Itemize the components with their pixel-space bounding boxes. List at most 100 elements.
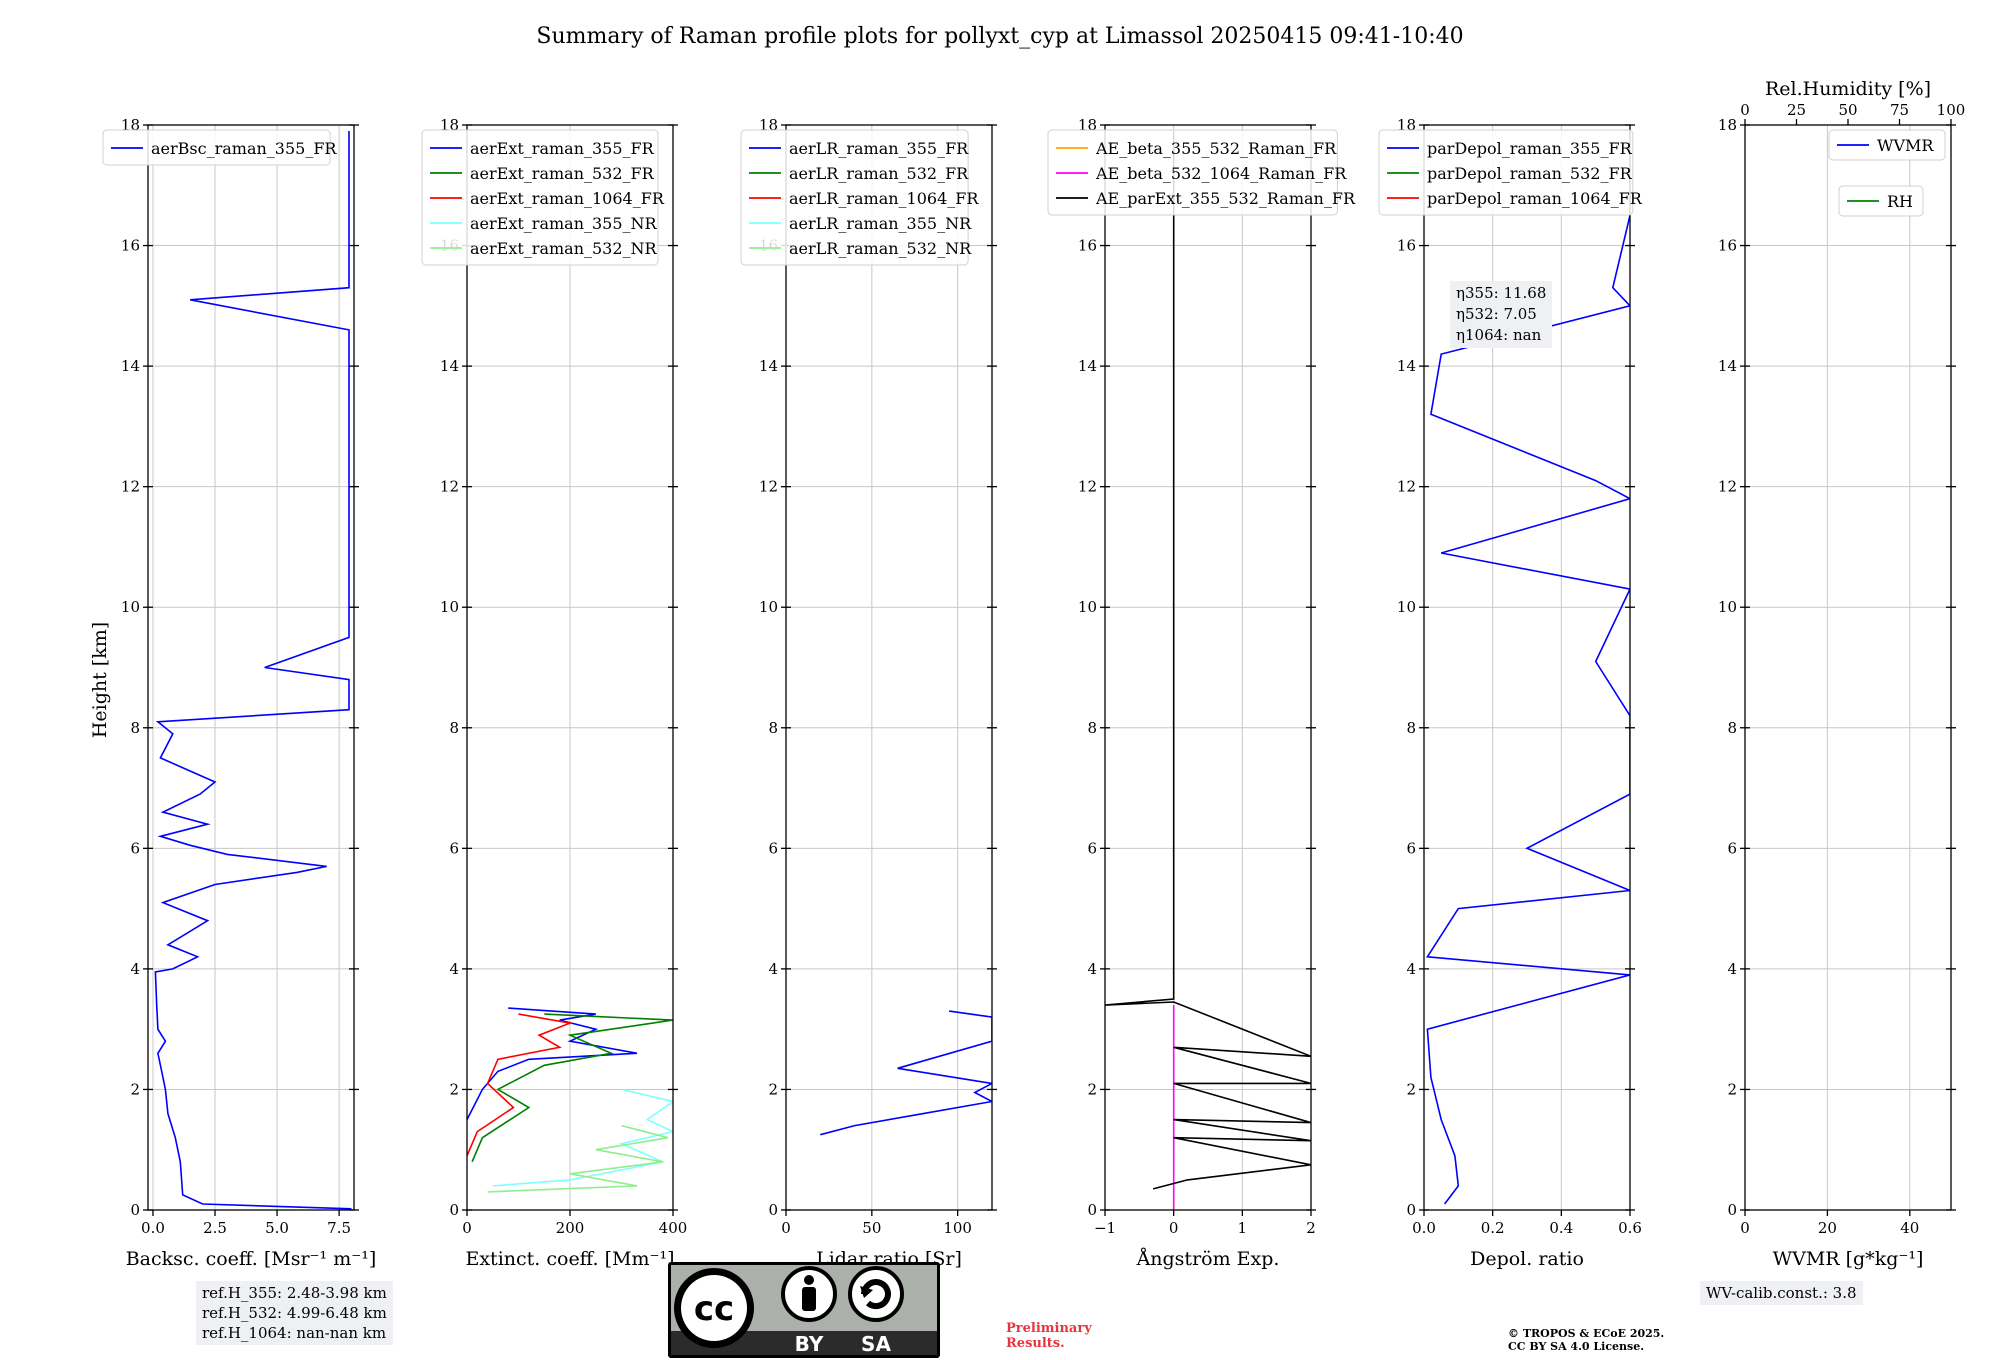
ref-height-355: ref.H_355: 2.48-3.98 km (202, 1284, 387, 1302)
ytick-label: 16 (1397, 237, 1416, 255)
panel-lidar_ratio: 024681012141618050100Lidar ratio [Sr]aer… (740, 116, 997, 1270)
ytick-label: 0 (1406, 1201, 1416, 1219)
xtick-label: 0 (781, 1219, 791, 1237)
xtick-label: 200 (556, 1219, 585, 1237)
legend-label-aerLR_raman_532_NR: aerLR_raman_532_NR (789, 239, 972, 258)
xtick-label: 2 (1306, 1219, 1316, 1237)
ytick-label: 14 (759, 357, 778, 375)
legend-label: RH (1887, 192, 1913, 211)
ref-height-1064: ref.H_1064: nan-nan km (202, 1324, 387, 1342)
ytick-label: 6 (1406, 839, 1416, 857)
xtick-label: 50 (862, 1219, 881, 1237)
xtick-label: 0.0 (1412, 1219, 1436, 1237)
xtick-label: 0 (1169, 1219, 1179, 1237)
legend-box (740, 129, 969, 266)
eta-532: η532: 7.05 (1456, 305, 1537, 323)
series-line-aerExt_raman_532_FR (471, 1013, 673, 1163)
axes-frame (1104, 124, 1312, 1211)
ytick-label: 10 (1397, 598, 1416, 616)
ytick-label: 6 (130, 839, 140, 857)
wv-calibration-constant: WV-calib.const.: 3.8 (1706, 1284, 1857, 1302)
series-line-aerExt_raman_1064_FR (467, 1013, 573, 1157)
ytick-label: 12 (759, 478, 778, 496)
ytick-label: 16 (1718, 237, 1737, 255)
figure-title: Summary of Raman profile plots for polly… (536, 24, 1463, 49)
axes-frame (785, 124, 993, 1211)
ytick-label: 12 (121, 478, 140, 496)
x-axis-label: Depol. ratio (1470, 1248, 1584, 1270)
legend-label-aerLR_raman_1064_FR: aerLR_raman_1064_FR (789, 189, 979, 208)
cc-circle (681, 1275, 747, 1341)
xtick-label: 0.2 (1481, 1219, 1505, 1237)
reference-heights-box: ref.H_355: 2.48-3.98 km ref.H_532: 4.99-… (196, 1281, 393, 1345)
legend-box (421, 129, 659, 266)
legend-box (1828, 129, 1946, 161)
xtick-label: 40 (1900, 1219, 1919, 1237)
xtick-label: 20 (1818, 1219, 1837, 1237)
legend-RH: RH (1838, 185, 1924, 217)
height-axis-label: Height [km] (89, 622, 111, 738)
xtick-label: 0 (1740, 1219, 1750, 1237)
legend-label-aerExt_raman_532_NR: aerExt_raman_532_NR (470, 239, 658, 258)
ytick-label: 4 (1727, 960, 1737, 978)
legend-label-aerLR_raman_355_FR: aerLR_raman_355_FR (789, 139, 969, 158)
ytick-label: 2 (1087, 1080, 1097, 1098)
axes-frame (1744, 124, 1952, 1211)
ytick-label: 2 (449, 1080, 459, 1098)
ytick-label: 10 (440, 598, 459, 616)
xtick-label: 0.6 (1618, 1219, 1642, 1237)
ytick-label: 18 (1718, 116, 1737, 134)
top-xtick-label: 50 (1838, 101, 1857, 119)
ytick-label: 4 (449, 960, 459, 978)
ytick-label: 10 (121, 598, 140, 616)
ytick-label: 0 (1087, 1201, 1097, 1219)
ytick-label: 6 (449, 839, 459, 857)
ytick-label: 6 (1727, 839, 1737, 857)
sa-arrow-head (860, 1286, 873, 1298)
ytick-label: 14 (121, 357, 140, 375)
x-axis-label: Extinct. coeff. [Mm⁻¹] (465, 1248, 674, 1270)
top-xtick-label: 25 (1787, 101, 1806, 119)
legend-label: WVMR (1877, 136, 1934, 155)
copyright-note: © TROPOS & ECoE 2025. CC BY SA 4.0 Licen… (1508, 1327, 1664, 1353)
ytick-label: 16 (121, 237, 140, 255)
series-line-aerExt_raman_355_FR (467, 1007, 638, 1120)
x-axis-label: Backsc. coeff. [Msr⁻¹ m⁻¹] (126, 1248, 377, 1270)
ytick-label: 8 (1727, 719, 1737, 737)
series-line-aerLR_raman_355_FR (820, 1010, 992, 1136)
ytick-label: 14 (1718, 357, 1737, 375)
ytick-label: 14 (1078, 357, 1097, 375)
ytick-label: 4 (1406, 960, 1416, 978)
copyright-line-2: CC BY SA 4.0 License. (1508, 1340, 1645, 1353)
ytick-label: 14 (1397, 357, 1416, 375)
legend: aerBsc_raman_355_FR (102, 129, 337, 166)
xtick-label: 0 (462, 1219, 472, 1237)
legend-label-aerExt_raman_355_NR: aerExt_raman_355_NR (470, 214, 658, 233)
ytick-label: 0 (1727, 1201, 1737, 1219)
cc-icon: cc (694, 1289, 734, 1329)
preliminary-note: Preliminary Results. (1006, 1321, 1092, 1351)
xtick-label: 5.0 (265, 1219, 289, 1237)
sa-arrow-arc (861, 1279, 891, 1310)
series-line-aerBsc_raman_355_FR (154, 131, 352, 1210)
legend: parDepol_raman_355_FR parDepol_raman_532_… (1378, 129, 1643, 216)
top-xtick-label: 100 (1937, 101, 1966, 119)
legend-label-aerLR_raman_355_NR: aerLR_raman_355_NR (789, 214, 972, 233)
xtick-label: 7.5 (327, 1219, 351, 1237)
by-person-head (804, 1275, 814, 1285)
ytick-label: 10 (1078, 598, 1097, 616)
by-person-body (802, 1287, 816, 1311)
ytick-label: 8 (768, 719, 778, 737)
legend-label-aerBsc_raman_355_FR: aerBsc_raman_355_FR (151, 139, 337, 158)
ytick-label: 6 (768, 839, 778, 857)
ytick-label: 12 (1718, 478, 1737, 496)
xtick-label: 0.0 (141, 1219, 165, 1237)
legend-label-aerExt_raman_1064_FR: aerExt_raman_1064_FR (470, 189, 665, 208)
axes-frame (147, 124, 355, 1211)
series-line-parDepol_raman_355_FR (1426, 131, 1630, 1205)
legend: AE_beta_355_532_Raman_FR AE_beta_532_1064… (1047, 129, 1356, 216)
legend-box (1838, 185, 1924, 217)
eta-355: η355: 11.68 (1456, 284, 1547, 302)
